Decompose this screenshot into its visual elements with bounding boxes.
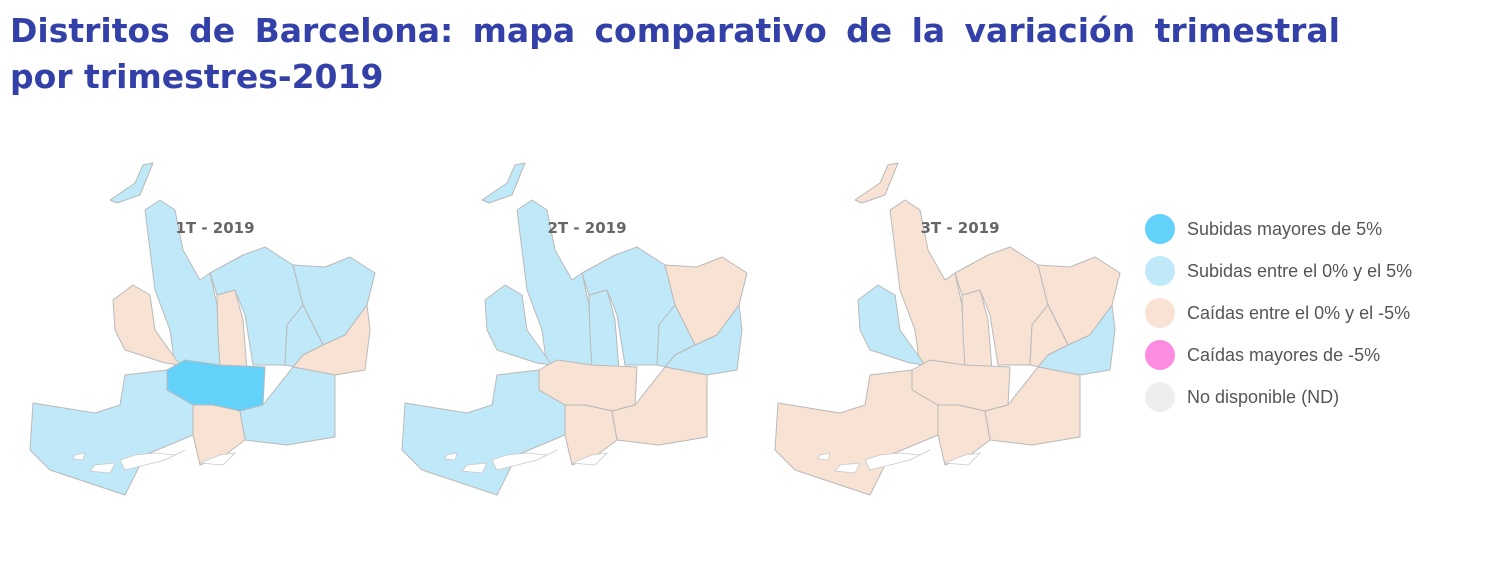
district-sant-marti-sur bbox=[611, 366, 708, 446]
district-sant-marti bbox=[292, 304, 371, 376]
map-panel-2t: 2T - 2019 bbox=[397, 155, 777, 505]
district-ciutat-vella bbox=[937, 404, 991, 466]
barcelona-map bbox=[401, 162, 748, 496]
map-label: 1T - 2019 bbox=[175, 219, 255, 237]
district-ciutat-vella bbox=[564, 404, 618, 466]
port-area bbox=[72, 449, 237, 474]
district-sant-marti-sur bbox=[984, 366, 1081, 446]
map-panel-3t: 3T - 2019 bbox=[770, 155, 1150, 505]
district-sant-marti bbox=[1037, 304, 1116, 376]
map-label: 3T - 2019 bbox=[920, 219, 1000, 237]
legend-label: No disponible (ND) bbox=[1187, 386, 1340, 407]
legend-item: Subidas mayores de 5% bbox=[1145, 208, 1412, 250]
district-sant-marti-sur bbox=[239, 366, 336, 446]
port-area bbox=[817, 449, 982, 474]
legend-label: Subidas entre el 0% y el 5% bbox=[1187, 260, 1413, 281]
legend-swatch bbox=[1145, 298, 1175, 328]
district-sant-marti bbox=[664, 304, 743, 376]
legend-item: Caídas entre el 0% y el -5% bbox=[1145, 292, 1412, 334]
map-panel-1t: 1T - 2019 bbox=[25, 155, 405, 505]
legend: Subidas mayores de 5% Subidas entre el 0… bbox=[1145, 208, 1412, 418]
map-label: 2T - 2019 bbox=[547, 219, 627, 237]
legend-label: Caídas mayores de -5% bbox=[1187, 344, 1381, 365]
legend-item: Caídas mayores de -5% bbox=[1145, 334, 1412, 376]
district-ciutat-vella bbox=[192, 404, 246, 466]
page-title: Distritos de Barcelona: mapa comparativo… bbox=[10, 11, 1340, 96]
barcelona-map bbox=[29, 162, 376, 496]
legend-item: Subidas entre el 0% y el 5% bbox=[1145, 250, 1412, 292]
legend-label: Subidas mayores de 5% bbox=[1187, 218, 1383, 239]
legend-swatch bbox=[1145, 382, 1175, 412]
legend-swatch bbox=[1145, 256, 1175, 286]
legend-swatch bbox=[1145, 340, 1175, 370]
legend-swatch bbox=[1145, 214, 1175, 244]
legend-label: Caídas entre el 0% y el -5% bbox=[1187, 302, 1411, 323]
barcelona-map bbox=[774, 162, 1121, 496]
port-area bbox=[444, 449, 609, 474]
legend-item: No disponible (ND) bbox=[1145, 376, 1412, 418]
